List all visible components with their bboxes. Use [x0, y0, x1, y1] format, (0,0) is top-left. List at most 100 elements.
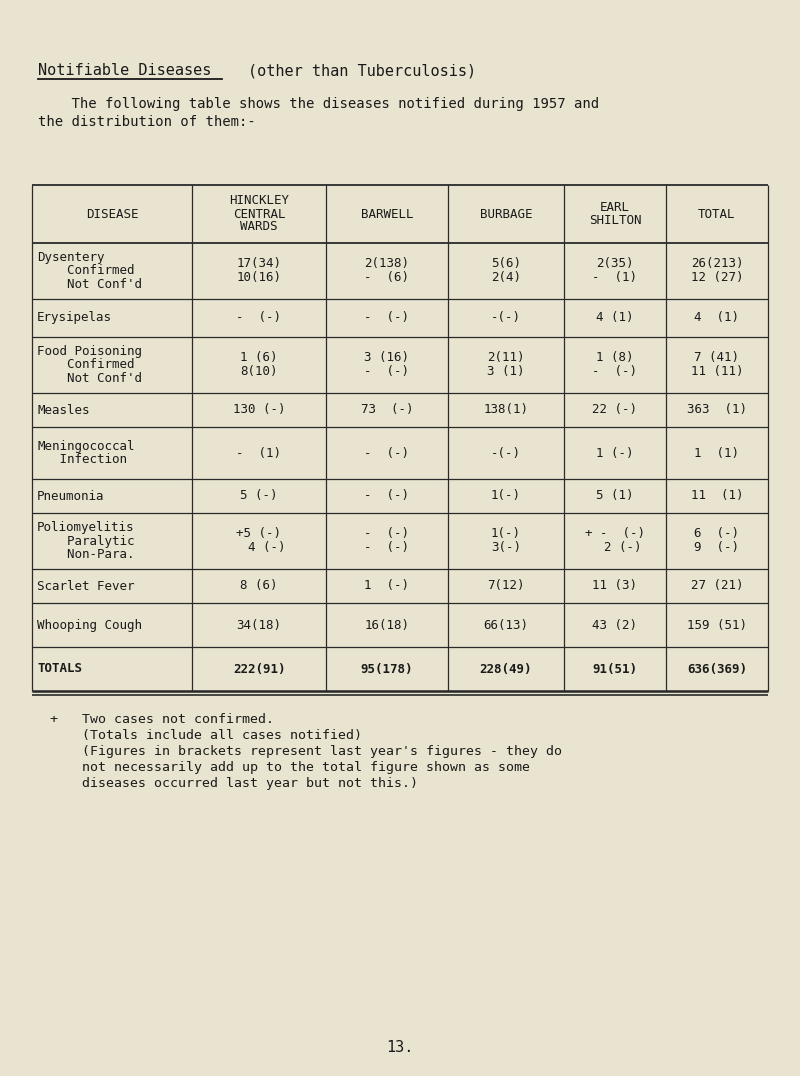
- Text: 26(213): 26(213): [690, 257, 743, 270]
- Text: Paralytic: Paralytic: [37, 535, 134, 548]
- Text: 12 (27): 12 (27): [690, 271, 743, 284]
- Text: BURBAGE: BURBAGE: [480, 208, 532, 221]
- Text: 5(6): 5(6): [491, 257, 521, 270]
- Text: Non-Para.: Non-Para.: [37, 548, 134, 561]
- Text: 2(35): 2(35): [596, 257, 634, 270]
- Text: 91(51): 91(51): [593, 663, 638, 676]
- Text: + -  (-): + - (-): [585, 527, 645, 540]
- Text: BARWELL: BARWELL: [361, 208, 414, 221]
- Text: 34(18): 34(18): [237, 619, 282, 632]
- Text: 2(11): 2(11): [487, 352, 525, 365]
- Text: -  (-): - (-): [365, 527, 410, 540]
- Text: -  (-): - (-): [593, 366, 638, 379]
- Text: 10(16): 10(16): [237, 271, 282, 284]
- Text: 1(-): 1(-): [491, 490, 521, 502]
- Text: 1  (-): 1 (-): [365, 580, 410, 593]
- Text: 8(10): 8(10): [240, 366, 278, 379]
- Text: -  (-): - (-): [365, 447, 410, 459]
- Text: Confirmed: Confirmed: [37, 358, 134, 371]
- Text: 17(34): 17(34): [237, 257, 282, 270]
- Text: Measles: Measles: [37, 404, 90, 416]
- Text: 1(-): 1(-): [491, 527, 521, 540]
- Text: 2 (-): 2 (-): [589, 541, 642, 554]
- Text: Food Poisoning: Food Poisoning: [37, 345, 142, 358]
- Text: Notifiable Diseases: Notifiable Diseases: [38, 63, 211, 77]
- Text: the distribution of them:-: the distribution of them:-: [38, 115, 256, 129]
- Text: 8 (6): 8 (6): [240, 580, 278, 593]
- Text: WARDS: WARDS: [240, 221, 278, 233]
- Text: 363  (1): 363 (1): [687, 404, 747, 416]
- Text: 4 (-): 4 (-): [233, 541, 286, 554]
- Text: (Figures in brackets represent last year's figures - they do: (Figures in brackets represent last year…: [50, 745, 562, 758]
- Text: HINCKLEY: HINCKLEY: [229, 195, 289, 208]
- Text: 3(-): 3(-): [491, 541, 521, 554]
- Text: +5 (-): +5 (-): [237, 527, 282, 540]
- Text: Poliomyelitis: Poliomyelitis: [37, 521, 134, 534]
- Text: Infection: Infection: [37, 453, 127, 466]
- Text: TOTAL: TOTAL: [698, 208, 736, 221]
- Text: 27 (21): 27 (21): [690, 580, 743, 593]
- Text: 6  (-): 6 (-): [694, 527, 739, 540]
- Text: -  (-): - (-): [365, 366, 410, 379]
- Text: (other than Tuberculosis): (other than Tuberculosis): [248, 63, 476, 77]
- Text: 138(1): 138(1): [483, 404, 529, 416]
- Text: -  (-): - (-): [365, 490, 410, 502]
- Text: 3 (1): 3 (1): [487, 366, 525, 379]
- Text: 7(12): 7(12): [487, 580, 525, 593]
- Text: -  (6): - (6): [365, 271, 410, 284]
- Text: 11 (3): 11 (3): [593, 580, 638, 593]
- Text: 7 (41): 7 (41): [694, 352, 739, 365]
- Text: 5 (1): 5 (1): [596, 490, 634, 502]
- Text: 2(138): 2(138): [365, 257, 410, 270]
- Text: 16(18): 16(18): [365, 619, 410, 632]
- Text: diseases occurred last year but not this.): diseases occurred last year but not this…: [50, 777, 418, 790]
- Text: not necessarily add up to the total figure shown as some: not necessarily add up to the total figu…: [50, 761, 530, 774]
- Text: -(-): -(-): [491, 447, 521, 459]
- Text: 22 (-): 22 (-): [593, 404, 638, 416]
- Text: 1  (1): 1 (1): [694, 447, 739, 459]
- Text: (Totals include all cases notified): (Totals include all cases notified): [50, 730, 362, 742]
- Text: Not Conf'd: Not Conf'd: [37, 372, 142, 385]
- Text: SHILTON: SHILTON: [589, 214, 642, 227]
- Text: Erysipelas: Erysipelas: [37, 311, 112, 325]
- Text: CENTRAL: CENTRAL: [233, 208, 286, 221]
- Text: 4  (1): 4 (1): [694, 311, 739, 325]
- Text: 228(49): 228(49): [480, 663, 532, 676]
- Text: 3 (16): 3 (16): [365, 352, 410, 365]
- Text: Whooping Cough: Whooping Cough: [37, 619, 142, 632]
- Text: -  (1): - (1): [593, 271, 638, 284]
- Text: 95(178): 95(178): [361, 663, 414, 676]
- Text: Scarlet Fever: Scarlet Fever: [37, 580, 134, 593]
- Text: TOTALS: TOTALS: [37, 663, 82, 676]
- Text: -  (1): - (1): [237, 447, 282, 459]
- Text: 9  (-): 9 (-): [694, 541, 739, 554]
- Text: The following table shows the diseases notified during 1957 and: The following table shows the diseases n…: [38, 97, 599, 111]
- Text: -  (-): - (-): [365, 311, 410, 325]
- Text: Confirmed: Confirmed: [37, 265, 134, 278]
- Text: 222(91): 222(91): [233, 663, 286, 676]
- Text: 636(369): 636(369): [687, 663, 747, 676]
- Text: -  (-): - (-): [237, 311, 282, 325]
- Text: Meningococcal: Meningococcal: [37, 440, 134, 453]
- Text: 13.: 13.: [386, 1040, 414, 1056]
- Text: 11  (1): 11 (1): [690, 490, 743, 502]
- Text: Dysentery: Dysentery: [37, 251, 105, 264]
- Text: 1 (6): 1 (6): [240, 352, 278, 365]
- Text: Pneumonia: Pneumonia: [37, 490, 105, 502]
- Text: +   Two cases not confirmed.: + Two cases not confirmed.: [50, 713, 274, 726]
- Text: 2(4): 2(4): [491, 271, 521, 284]
- Text: 1 (8): 1 (8): [596, 352, 634, 365]
- Text: EARL: EARL: [600, 201, 630, 214]
- Text: 159 (51): 159 (51): [687, 619, 747, 632]
- Text: 5 (-): 5 (-): [240, 490, 278, 502]
- Text: 43 (2): 43 (2): [593, 619, 638, 632]
- Text: 73  (-): 73 (-): [361, 404, 414, 416]
- Text: -(-): -(-): [491, 311, 521, 325]
- Text: 4 (1): 4 (1): [596, 311, 634, 325]
- Text: 130 (-): 130 (-): [233, 404, 286, 416]
- Text: 11 (11): 11 (11): [690, 366, 743, 379]
- Text: DISEASE: DISEASE: [86, 208, 138, 221]
- Text: Not Conf'd: Not Conf'd: [37, 278, 142, 291]
- Text: -  (-): - (-): [365, 541, 410, 554]
- Text: 66(13): 66(13): [483, 619, 529, 632]
